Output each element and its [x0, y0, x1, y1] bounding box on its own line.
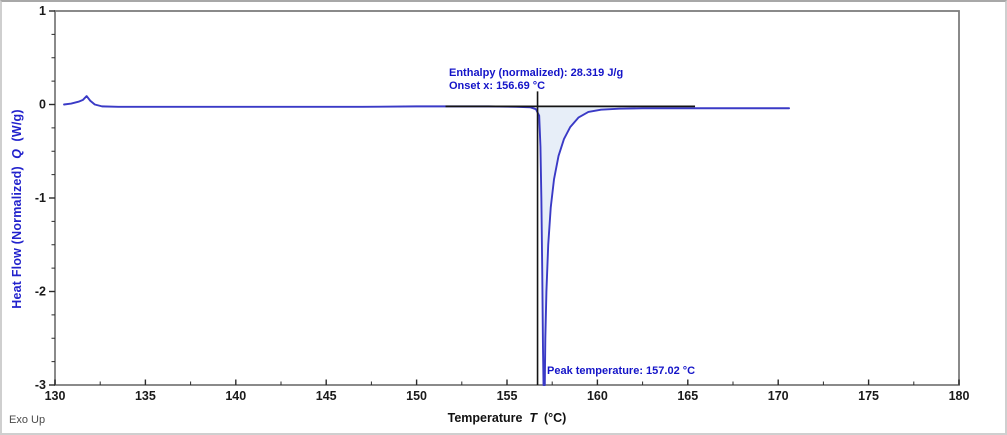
y-axis-title: Heat Flow (Normalized) Q (W/g) [10, 109, 24, 309]
y-axis-symbol: Q [10, 148, 24, 159]
enthalpy-annotation: Enthalpy (normalized): 28.319 J/g [449, 67, 624, 79]
x-tick-label: 135 [135, 389, 156, 403]
peak-annotation: Peak temperature: 157.02 °C [547, 365, 696, 377]
x-tick-label: 130 [45, 389, 66, 403]
x-axis-title: Temperature T (°C) [448, 411, 567, 425]
x-tick-label: 140 [225, 389, 246, 403]
y-axis-units: (W/g) [10, 109, 24, 142]
x-tick-label: 175 [858, 389, 879, 403]
x-tick-label: 155 [497, 389, 518, 403]
onset-annotation: Onset x: 156.69 °C [449, 80, 546, 92]
x-tick-label: 160 [587, 389, 608, 403]
exo-up-label: Exo Up [9, 414, 46, 426]
x-axis-units: (°C) [543, 411, 567, 425]
y-tick-label: -2 [35, 285, 46, 299]
x-tick-label: 145 [316, 389, 337, 403]
x-tick-label: 150 [406, 389, 427, 403]
x-tick-label: 165 [677, 389, 698, 403]
dsc-curve [63, 95, 790, 386]
y-axis-title-text: Heat Flow (Normalized) [10, 166, 24, 309]
y-tick-label: -3 [35, 378, 46, 392]
integration-annotation: Enthalpy (normalized): 28.319 J/g Onset … [449, 67, 623, 93]
integration-fill [537, 106, 623, 386]
x-tick-label: 180 [949, 389, 970, 403]
y-tick-label: -1 [35, 191, 46, 205]
x-tick-label: 170 [768, 389, 789, 403]
y-tick-label: 0 [39, 98, 46, 112]
x-axis-symbol: T [529, 411, 538, 425]
y-tick-label: 1 [39, 4, 46, 18]
x-axis-title-text: Temperature [447, 411, 523, 425]
